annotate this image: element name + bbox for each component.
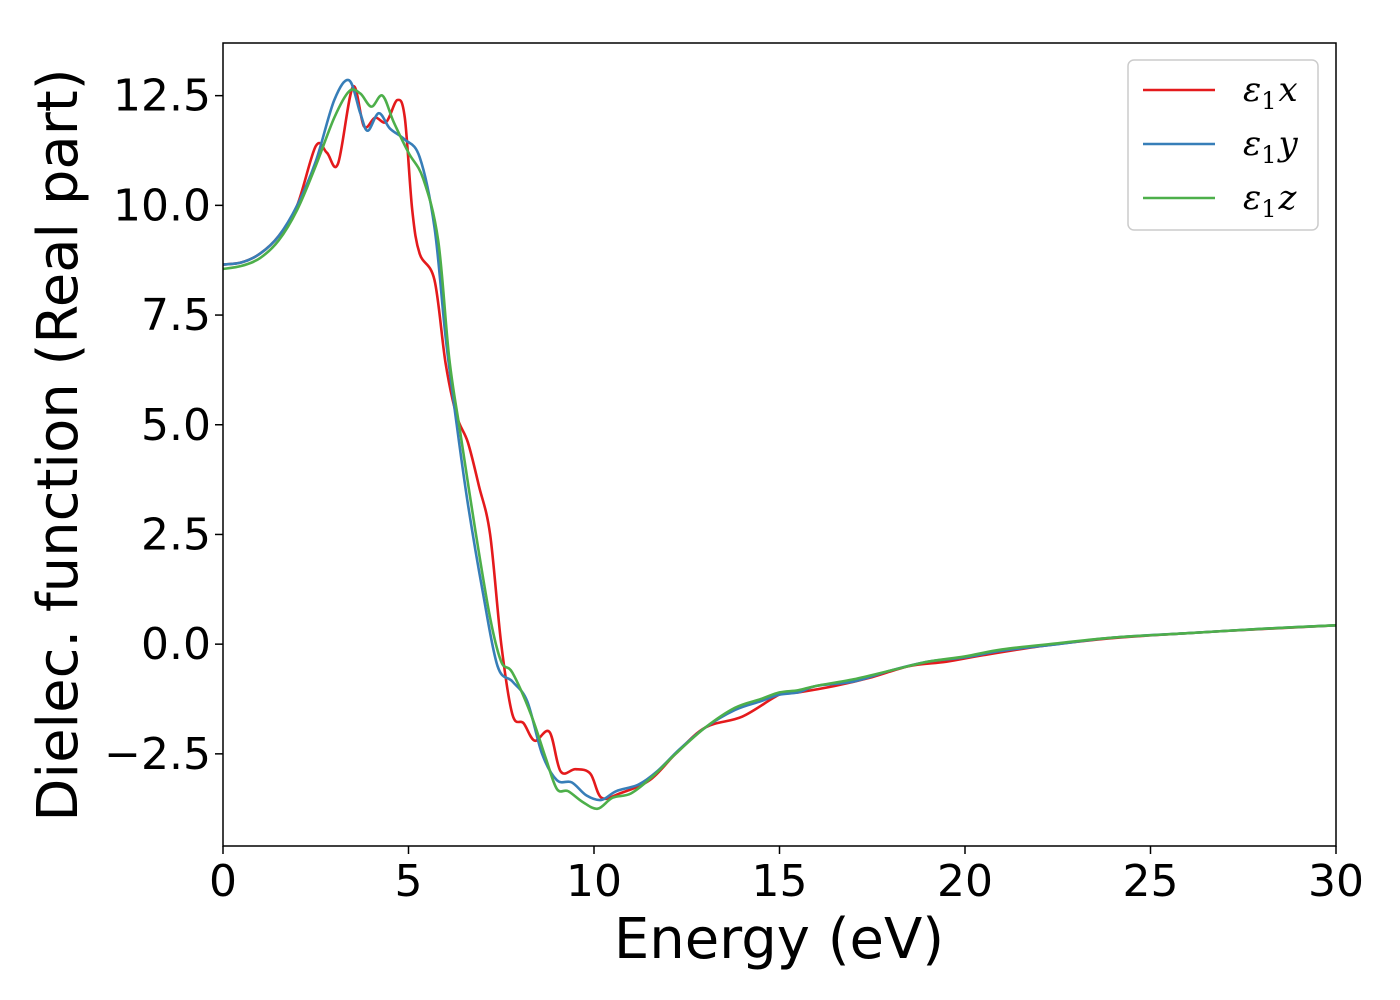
y-axis-label: Dielec. function (Real part) xyxy=(26,68,91,821)
y-tick-label: 7.5 xyxy=(141,290,211,341)
x-tick-label: 20 xyxy=(937,856,993,907)
y-axis-ticks: −2.5 0.0 2.5 5.0 7.5 10.0 12.5 xyxy=(104,71,223,780)
x-tick-label: 30 xyxy=(1308,856,1364,907)
x-axis-ticks: 0 5 10 15 20 25 30 xyxy=(209,846,1364,907)
y-tick-label: 2.5 xyxy=(141,509,211,560)
y-tick-label: 10.0 xyxy=(113,180,211,231)
x-tick-label: 5 xyxy=(395,856,423,907)
y-tick-label: 0.0 xyxy=(141,619,211,670)
x-tick-label: 10 xyxy=(566,856,622,907)
y-tick-label: 5.0 xyxy=(141,400,211,451)
x-tick-label: 0 xyxy=(209,856,237,907)
series-line-z xyxy=(223,88,1336,811)
x-tick-label: 25 xyxy=(1123,856,1179,907)
legend: ε1x ε1y ε1z xyxy=(1127,59,1319,231)
legend-label-y: ε1y xyxy=(1243,124,1299,169)
legend-label-z: ε1z xyxy=(1243,178,1298,223)
legend-label-x: ε1x xyxy=(1243,70,1298,115)
x-tick-label: 15 xyxy=(752,856,808,907)
legend-box xyxy=(1127,59,1319,231)
x-axis-label: Energy (eV) xyxy=(614,907,944,972)
y-tick-label: 12.5 xyxy=(113,71,211,122)
y-tick-label: −2.5 xyxy=(104,729,211,780)
plot-series-group xyxy=(223,78,1336,811)
